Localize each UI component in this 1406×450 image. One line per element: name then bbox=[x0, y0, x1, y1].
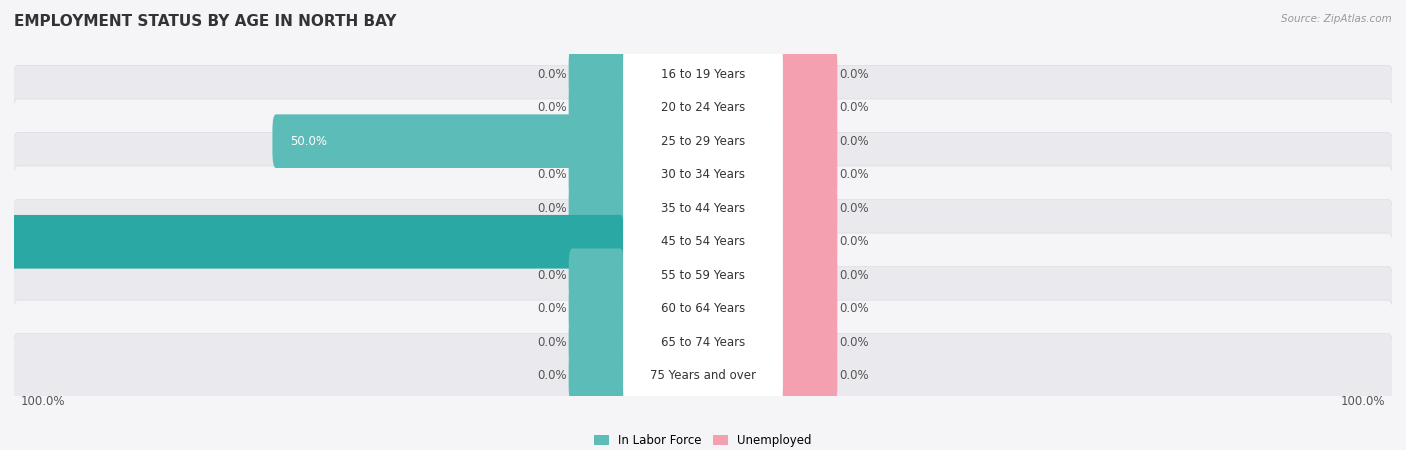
FancyBboxPatch shape bbox=[782, 148, 838, 202]
Text: 60 to 64 Years: 60 to 64 Years bbox=[661, 302, 745, 315]
FancyBboxPatch shape bbox=[13, 199, 1393, 284]
FancyBboxPatch shape bbox=[782, 282, 838, 336]
Text: 65 to 74 Years: 65 to 74 Years bbox=[661, 336, 745, 349]
FancyBboxPatch shape bbox=[568, 248, 624, 302]
FancyBboxPatch shape bbox=[13, 65, 1393, 150]
Text: 0.0%: 0.0% bbox=[839, 202, 869, 215]
Text: 0.0%: 0.0% bbox=[839, 168, 869, 181]
FancyBboxPatch shape bbox=[568, 315, 624, 369]
FancyBboxPatch shape bbox=[13, 300, 1393, 385]
Text: 0.0%: 0.0% bbox=[537, 269, 567, 282]
FancyBboxPatch shape bbox=[623, 216, 783, 268]
Text: 0.0%: 0.0% bbox=[537, 336, 567, 349]
Text: 55 to 59 Years: 55 to 59 Years bbox=[661, 269, 745, 282]
Text: 0.0%: 0.0% bbox=[537, 68, 567, 81]
Text: 0.0%: 0.0% bbox=[839, 269, 869, 282]
FancyBboxPatch shape bbox=[782, 47, 838, 101]
Text: 100.0%: 100.0% bbox=[21, 396, 66, 408]
FancyBboxPatch shape bbox=[13, 132, 1393, 217]
Text: 16 to 19 Years: 16 to 19 Years bbox=[661, 68, 745, 81]
FancyBboxPatch shape bbox=[782, 315, 838, 369]
FancyBboxPatch shape bbox=[568, 349, 624, 403]
Text: 0.0%: 0.0% bbox=[537, 369, 567, 382]
Text: 0.0%: 0.0% bbox=[839, 101, 869, 114]
Text: 0.0%: 0.0% bbox=[537, 302, 567, 315]
Text: 20 to 24 Years: 20 to 24 Years bbox=[661, 101, 745, 114]
Text: 0.0%: 0.0% bbox=[839, 68, 869, 81]
FancyBboxPatch shape bbox=[623, 148, 783, 201]
Text: 100.0%: 100.0% bbox=[1340, 396, 1385, 408]
FancyBboxPatch shape bbox=[623, 81, 783, 134]
FancyBboxPatch shape bbox=[623, 316, 783, 369]
FancyBboxPatch shape bbox=[568, 282, 624, 336]
FancyBboxPatch shape bbox=[568, 181, 624, 235]
FancyBboxPatch shape bbox=[782, 215, 838, 269]
Text: 0.0%: 0.0% bbox=[839, 369, 869, 382]
FancyBboxPatch shape bbox=[568, 148, 624, 202]
FancyBboxPatch shape bbox=[623, 48, 783, 100]
Text: 30 to 34 Years: 30 to 34 Years bbox=[661, 168, 745, 181]
FancyBboxPatch shape bbox=[13, 266, 1393, 351]
Text: 50.0%: 50.0% bbox=[290, 135, 326, 148]
Text: 0.0%: 0.0% bbox=[839, 135, 869, 148]
FancyBboxPatch shape bbox=[13, 233, 1393, 318]
Text: Source: ZipAtlas.com: Source: ZipAtlas.com bbox=[1281, 14, 1392, 23]
Text: 0.0%: 0.0% bbox=[839, 336, 869, 349]
FancyBboxPatch shape bbox=[623, 182, 783, 234]
Text: 75 Years and over: 75 Years and over bbox=[650, 369, 756, 382]
FancyBboxPatch shape bbox=[782, 248, 838, 302]
FancyBboxPatch shape bbox=[0, 215, 624, 269]
FancyBboxPatch shape bbox=[782, 114, 838, 168]
FancyBboxPatch shape bbox=[13, 166, 1393, 251]
Text: 45 to 54 Years: 45 to 54 Years bbox=[661, 235, 745, 248]
FancyBboxPatch shape bbox=[623, 249, 783, 302]
Legend: In Labor Force, Unemployed: In Labor Force, Unemployed bbox=[589, 429, 817, 450]
FancyBboxPatch shape bbox=[13, 32, 1393, 117]
FancyBboxPatch shape bbox=[623, 283, 783, 335]
Text: 0.0%: 0.0% bbox=[537, 168, 567, 181]
FancyBboxPatch shape bbox=[568, 47, 624, 101]
Text: EMPLOYMENT STATUS BY AGE IN NORTH BAY: EMPLOYMENT STATUS BY AGE IN NORTH BAY bbox=[14, 14, 396, 28]
Text: 0.0%: 0.0% bbox=[839, 302, 869, 315]
FancyBboxPatch shape bbox=[13, 333, 1393, 418]
FancyBboxPatch shape bbox=[273, 114, 624, 168]
Text: 0.0%: 0.0% bbox=[839, 235, 869, 248]
FancyBboxPatch shape bbox=[568, 81, 624, 135]
FancyBboxPatch shape bbox=[13, 99, 1393, 184]
FancyBboxPatch shape bbox=[623, 350, 783, 402]
FancyBboxPatch shape bbox=[623, 115, 783, 167]
Text: 0.0%: 0.0% bbox=[537, 101, 567, 114]
Text: 0.0%: 0.0% bbox=[537, 202, 567, 215]
Text: 35 to 44 Years: 35 to 44 Years bbox=[661, 202, 745, 215]
Text: 25 to 29 Years: 25 to 29 Years bbox=[661, 135, 745, 148]
FancyBboxPatch shape bbox=[782, 181, 838, 235]
FancyBboxPatch shape bbox=[782, 349, 838, 403]
FancyBboxPatch shape bbox=[782, 81, 838, 135]
